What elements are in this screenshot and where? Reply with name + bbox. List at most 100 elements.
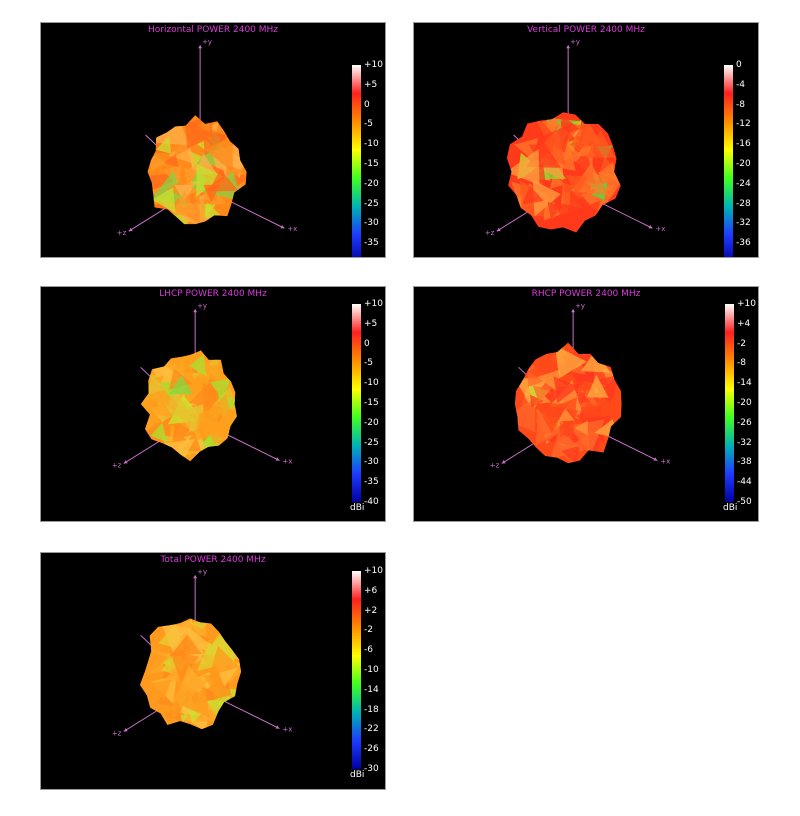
colorbar-tick-label: -2 [364, 625, 373, 636]
colorbar-tick-label: -26 [364, 744, 379, 755]
pattern-facets [506, 114, 621, 232]
z-axis-arrow [496, 227, 501, 232]
colorbar-tick-label: +2 [364, 605, 378, 616]
y-axis-label: +y [202, 38, 212, 46]
colorbar-tick-label: -26 [737, 417, 752, 428]
colorbar-tick-label: -20 [364, 417, 379, 428]
chart-title: Vertical POWER 2400 MHz [527, 25, 645, 35]
pattern-facet [164, 153, 179, 168]
pattern-facet [208, 169, 239, 192]
colorbar [725, 304, 734, 502]
pattern-facet [579, 389, 599, 408]
chart-title: LHCP POWER 2400 MHz [159, 289, 267, 299]
pattern-facet [146, 679, 172, 701]
pattern-facet [189, 354, 207, 377]
pattern-facet [163, 666, 185, 683]
colorbar-tick-label: -20 [736, 159, 751, 169]
colorbar-tick-label: -20 [737, 398, 752, 408]
colorbar-tick-label: -18 [364, 704, 379, 715]
x-axis-label: +x [655, 225, 665, 233]
pattern-facet [582, 399, 604, 420]
y-axis-label: +y [570, 38, 580, 46]
chart-panel-vertical: Vertical POWER 2400 MHz +y +x +z 0 -4 -8 -12 -16… [413, 22, 759, 258]
radiation-pattern-plot: +y +x +z [112, 568, 292, 738]
colorbar-tick-label: -16 [736, 139, 751, 150]
x-axis-arrow [275, 725, 280, 729]
pattern-facet [145, 375, 166, 396]
pattern-facets [514, 344, 621, 464]
pattern-facet [162, 350, 193, 384]
pattern-facets [140, 350, 237, 462]
colorbar-tick-label: -35 [364, 477, 379, 488]
pattern-facet [559, 421, 575, 438]
colorbar-tick-label: -25 [364, 437, 379, 448]
pattern-facet [172, 190, 198, 216]
pattern-facet [542, 118, 559, 135]
colorbar-tick-label: -36 [736, 238, 751, 249]
x-axis-arrow [275, 457, 280, 461]
pattern-facet [181, 687, 210, 718]
colorbar-tick-label: -32 [737, 437, 752, 448]
colorbar-unit: dBi [350, 770, 365, 780]
pattern-facet [169, 631, 202, 656]
chart-title: RHCP POWER 2400 MHz [531, 289, 641, 299]
colorbar-unit: dBi [350, 503, 365, 513]
pattern-facet [568, 190, 591, 216]
pattern-facet [522, 185, 544, 205]
colorbar-tick-label: -5 [364, 119, 373, 130]
z-axis-arrow [128, 227, 133, 232]
chart-title: Horizontal POWER 2400 MHz [147, 25, 279, 35]
colorbar-tick-label: -2 [737, 338, 746, 349]
chart-panel-lhcp: LHCP POWER 2400 MHz +y +x +z +10 +5 0 -5 -10 -15 -… [40, 286, 386, 522]
colorbar-tick-label: -15 [364, 398, 379, 408]
colorbar-tick-label: -10 [364, 139, 379, 150]
colorbar-tick-label: +5 [364, 318, 378, 329]
pattern-facets [139, 618, 242, 730]
z-axis-arrow [123, 728, 128, 732]
colorbar-tick-label: -32 [736, 218, 751, 229]
pattern-facet [565, 175, 588, 195]
chart-panel-rhcp: RHCP POWER 2400 MHz +y +x +z +10 +4 -2 -8 -14 -20… [413, 286, 759, 522]
pattern-facet [570, 118, 600, 146]
colorbar-tick-label: 0 [364, 338, 370, 349]
pattern-facet [573, 433, 591, 453]
colorbar-tick-label: -44 [737, 477, 752, 488]
colorbar-tick-label: -14 [364, 684, 379, 695]
colorbar-tick-label: -30 [364, 218, 379, 229]
x-axis-arrow [648, 224, 653, 229]
colorbar-tick-label: -10 [364, 665, 379, 675]
chart-title: Total POWER 2400 MHz [160, 555, 266, 565]
pattern-facet [571, 369, 593, 389]
x-axis-label: +x [660, 457, 670, 465]
radiation-pattern-plot: +y +x +z [485, 38, 665, 237]
colorbar-tick-label: +5 [364, 79, 378, 90]
pattern-facet [554, 345, 587, 379]
colorbar-tick-label: -24 [736, 178, 751, 189]
colorbar-tick-label: +10 [364, 566, 383, 576]
pattern-facet [169, 677, 200, 715]
pattern-facet [169, 375, 194, 395]
pattern-facet [537, 369, 561, 392]
z-axis-label: +z [117, 229, 127, 237]
colorbar-tick-label: -15 [364, 159, 379, 169]
pattern-facet [183, 167, 199, 183]
pattern-facet [150, 422, 168, 442]
pattern-facet [561, 445, 580, 464]
pattern-facet [204, 135, 233, 172]
y-axis-label: +y [197, 568, 207, 576]
pattern-facet [546, 397, 577, 432]
z-axis-arrow [123, 460, 128, 464]
colorbar-tick-label: -30 [364, 457, 379, 468]
pattern-facet [209, 645, 240, 677]
colorbar-tick-label: -8 [736, 99, 745, 110]
pattern-facet [553, 376, 579, 404]
colorbar-tick-label: -50 [737, 497, 752, 507]
y-axis-label: +y [197, 302, 207, 310]
colorbar [352, 571, 361, 769]
pattern-facet [167, 181, 182, 196]
colorbar-tick-label: -6 [364, 645, 373, 656]
y-axis-arrow [198, 44, 203, 49]
colorbar-tick-label: -28 [736, 198, 751, 209]
y-axis-label: +y [575, 302, 585, 310]
chart-panel-horizontal: Horizontal POWER 2400 MHz +y +x +z +10 +5 0 -5 -… [40, 22, 386, 258]
